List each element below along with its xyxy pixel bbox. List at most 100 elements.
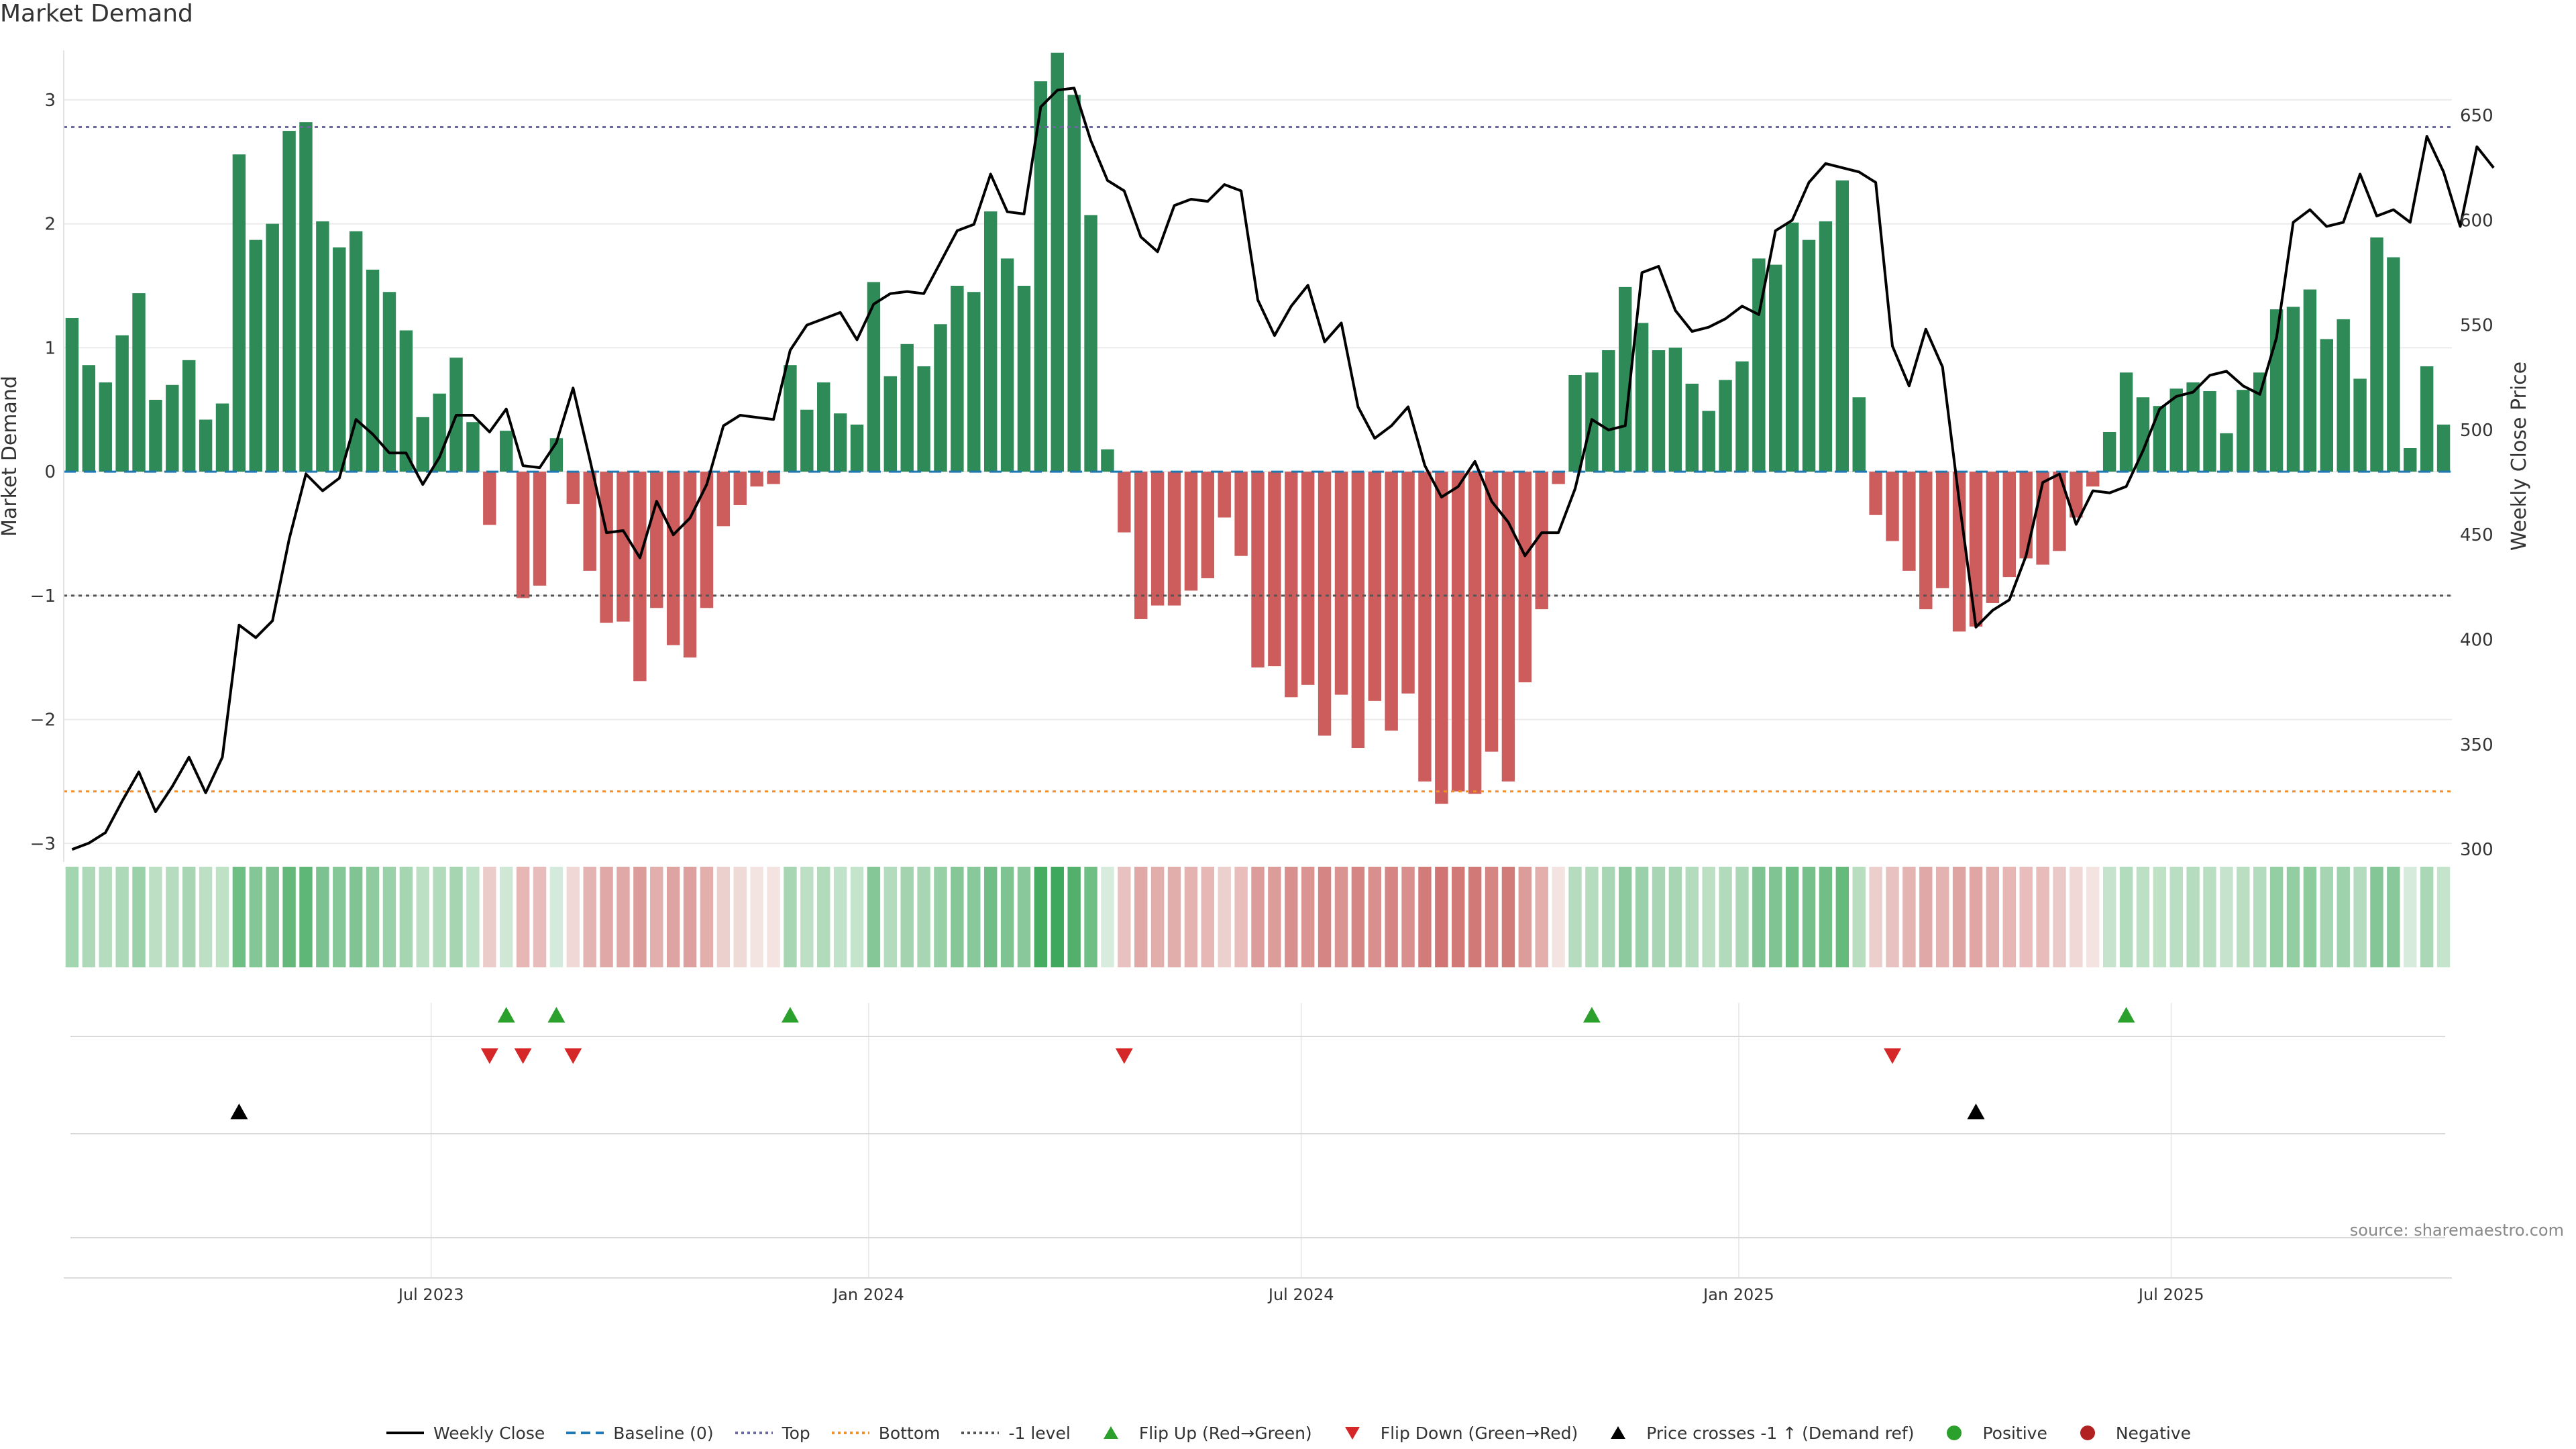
strength-cell (1351, 867, 1365, 967)
legend-item: Weekly Close (385, 1423, 545, 1443)
strength-cell (533, 867, 547, 967)
legend-item: Positive (1934, 1423, 2047, 1443)
y-tick-label-left: 2 (44, 215, 56, 235)
demand-bar-positive (1735, 361, 1749, 472)
demand-bar-positive (382, 292, 396, 472)
strength-cell (1935, 867, 1949, 967)
strength-cell (683, 867, 697, 967)
demand-bar-positive (983, 211, 998, 472)
demand-bar-positive (2169, 388, 2183, 472)
strength-cell (1919, 867, 1933, 967)
strength-cell (1084, 867, 1097, 967)
strength-cell (716, 867, 731, 967)
demand-bar-positive (2337, 319, 2350, 472)
strength-cell (82, 867, 96, 967)
strength-cell (1952, 867, 1966, 967)
demand-bar-positive (65, 318, 79, 472)
strength-cell (2053, 867, 2066, 967)
strength-cell (2436, 867, 2451, 967)
strength-cell (951, 867, 964, 967)
strength-cell (1719, 867, 1732, 967)
flip-down-marker (514, 1048, 532, 1064)
demand-bar-negative (767, 472, 780, 484)
demand-bar-positive (132, 293, 146, 472)
demand-bar-positive (800, 409, 814, 472)
demand-bar-positive (784, 365, 797, 472)
strength-cell (800, 867, 814, 967)
strength-cell (566, 867, 580, 967)
strength-cell (1051, 867, 1064, 967)
demand-bar-negative (516, 472, 530, 598)
demand-bar-negative (683, 472, 697, 658)
demand-bar-positive (199, 419, 213, 472)
demand-bar-positive (433, 393, 446, 472)
demand-bar-negative (1952, 472, 1966, 632)
legend-label: Baseline (0) (613, 1423, 714, 1443)
strength-cell (1785, 867, 1799, 967)
strength-cell (867, 867, 881, 967)
source-note: source: sharemaestro.com (2349, 1221, 2564, 1240)
legend-item: Top (734, 1423, 810, 1443)
demand-bar-positive (2286, 307, 2300, 472)
strength-cell (1034, 867, 1048, 967)
demand-bar-positive (2153, 406, 2167, 472)
x-tick-label: Jul 2023 (397, 1285, 464, 1304)
demand-bar-positive (1668, 347, 1682, 472)
legend-label: Weekly Close (433, 1423, 545, 1443)
y-tick-label-right: 650 (2460, 106, 2493, 126)
strength-cell (215, 867, 229, 967)
strength-cell (767, 867, 780, 967)
x-tick-label: Jan 2025 (1702, 1285, 1774, 1304)
axis-layer: 3 2 1 0 −1 −2 −3 650 600 550 500 450 400 350 300 Market… (0, 50, 2531, 1304)
demand-bar-negative (1886, 472, 1899, 541)
strength-cell (1318, 867, 1332, 967)
demand-bar-negative (1301, 472, 1315, 685)
strength-cell (1552, 867, 1565, 967)
strength-cell (1685, 867, 1699, 967)
strength-cell (549, 867, 564, 967)
strength-cell (666, 867, 680, 967)
strength-cell (299, 867, 313, 967)
strength-cell (2019, 867, 2033, 967)
y-tick-label-right: 600 (2460, 211, 2493, 231)
strength-cell (166, 867, 179, 967)
demand-bar-positive (934, 324, 947, 472)
demand-bar-positive (416, 417, 429, 472)
strength-cell (1435, 867, 1448, 967)
strength-cell (2186, 867, 2200, 967)
dot-red-icon (2080, 1426, 2095, 1440)
demand-bar-positive (2387, 257, 2400, 472)
chart-title: Market Demand (0, 0, 193, 28)
strength-cell (2169, 867, 2183, 967)
demand-bar-negative (1902, 472, 1916, 571)
strength-cell (2320, 867, 2333, 967)
demand-bar-negative (1167, 472, 1181, 606)
strength-cell (2119, 867, 2133, 967)
y-tick-label-left: −1 (30, 586, 56, 606)
demand-bars (65, 52, 2451, 804)
demand-bar-positive (366, 269, 380, 472)
strength-cell (850, 867, 864, 967)
demand-bar-positive (2220, 433, 2233, 472)
demand-bar-positive (1819, 221, 1833, 472)
grid-layer (64, 99, 2452, 1278)
strength-cell (2420, 867, 2434, 967)
demand-bar-negative (1118, 472, 1131, 533)
strength-cell (2153, 867, 2167, 967)
event-markers (230, 1007, 2135, 1120)
strength-cell (2070, 867, 2083, 967)
strength-cell (883, 867, 898, 967)
demand-bar-positive (2353, 378, 2367, 472)
strength-cell (1568, 867, 1582, 967)
demand-bar-negative (1184, 472, 1198, 591)
demand-bar-positive (2370, 237, 2383, 472)
demand-bar-positive (349, 231, 363, 472)
demand-bar-negative (483, 472, 496, 525)
strength-cell (382, 867, 396, 967)
demand-bar-negative (1869, 472, 1882, 515)
demand-bar-positive (466, 422, 480, 472)
flip-down-marker (564, 1048, 582, 1064)
demand-bar-negative (633, 472, 647, 682)
x-tick-label: Jul 2025 (2137, 1285, 2204, 1304)
